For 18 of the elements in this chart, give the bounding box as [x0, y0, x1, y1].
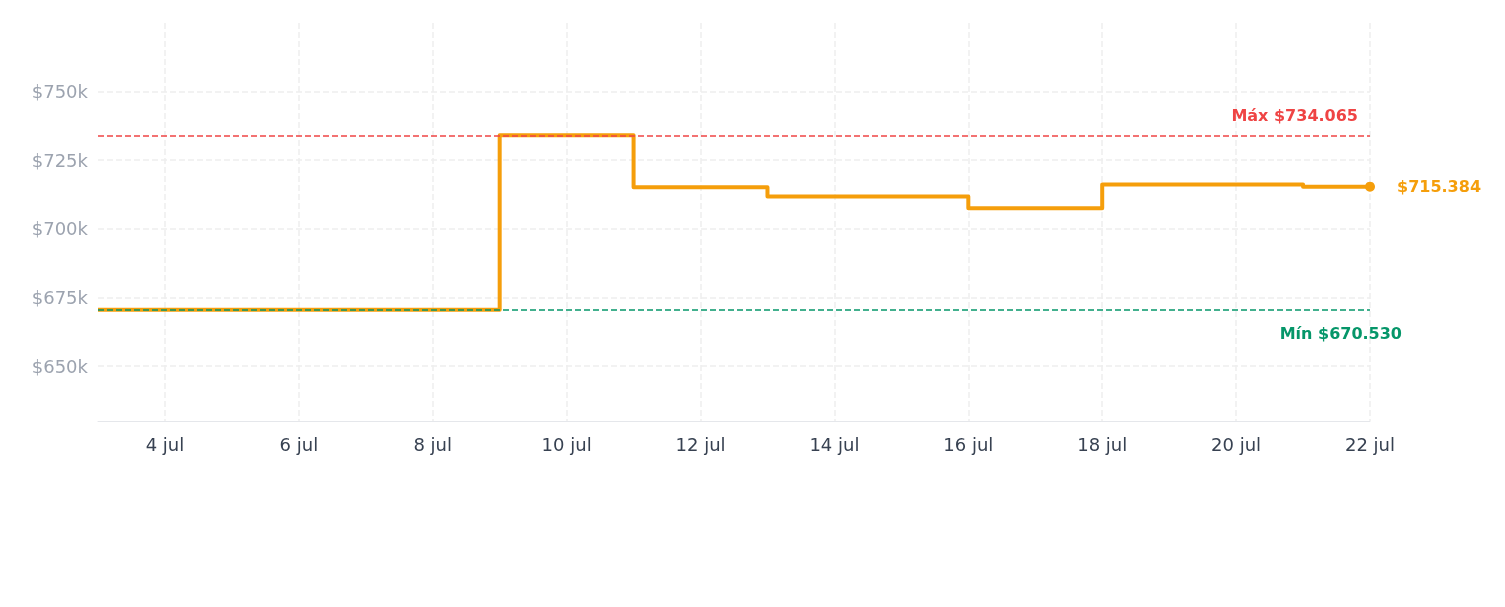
x-tick-label: 22 jul: [1344, 433, 1396, 455]
x-tick-label: 6 jul: [279, 433, 319, 455]
x-tick-label: 14 jul: [809, 433, 860, 455]
y-tick-label: $750k: [31, 81, 89, 103]
y-tick-label: $675k: [31, 286, 89, 308]
x-tick-label: 18 jul: [1077, 433, 1128, 455]
x-tick-label: 20 jul: [1211, 433, 1262, 455]
y-tick-label: $650k: [31, 355, 89, 377]
x-tick-label: 8 jul: [413, 433, 453, 455]
x-tick-label: 12 jul: [675, 433, 726, 455]
y-tick-label: $700k: [31, 218, 89, 240]
data-label: $715.384: [1397, 177, 1482, 197]
x-tick-label: 16 jul: [943, 433, 994, 455]
y-tick-label: $725k: [31, 149, 89, 171]
x-tick-label: 10 jul: [541, 433, 592, 455]
x-tick-label: 4 jul: [145, 433, 185, 455]
ref-line-label: Mín $670.530: [1279, 324, 1402, 344]
ref-line-label: Máx $734.065: [1231, 105, 1358, 125]
